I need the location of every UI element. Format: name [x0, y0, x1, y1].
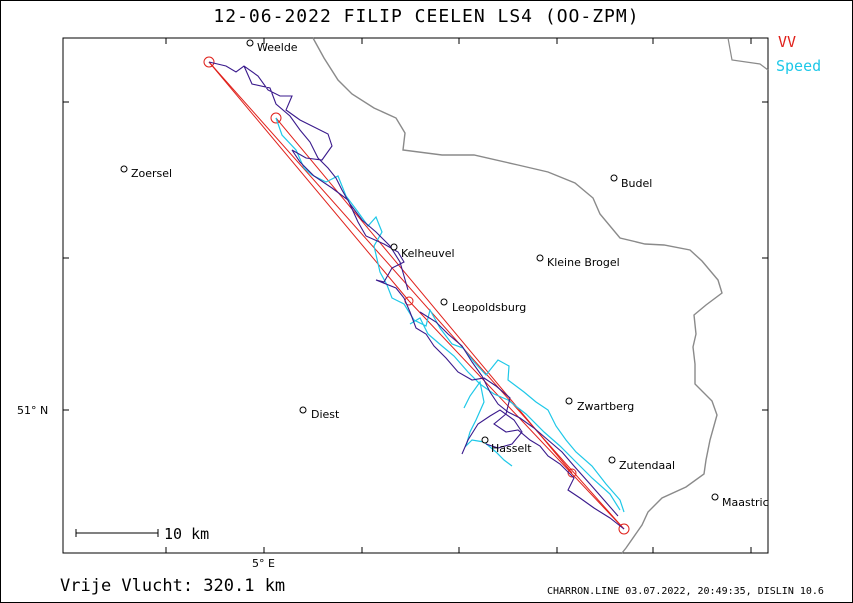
plot-box: [62, 37, 769, 554]
place-weelde: Weelde: [257, 41, 298, 54]
lat-label: 51° N: [17, 404, 48, 417]
task-lines: [208, 61, 625, 530]
axis-ticks: [63, 38, 768, 553]
place-zutendaal: Zutendaal: [619, 459, 675, 472]
speed-track: [275, 117, 625, 513]
place-kelheuvel: Kelheuvel: [401, 247, 455, 260]
legend-vv: VV: [778, 33, 797, 51]
legend-speed: Speed: [776, 57, 822, 75]
country-border-north: [727, 37, 769, 71]
place-labels: Weelde Zoersel Budel Kelheuvel Kleine Br…: [131, 41, 769, 509]
map-title: 12-06-2022 FILIP CEELEN LS4 (OO-ZPM): [213, 6, 640, 27]
place-markers: [120, 39, 719, 501]
place-zwartberg: Zwartberg: [577, 400, 634, 413]
place-leopoldsburg: Leopoldsburg: [452, 301, 526, 314]
place-budel: Budel: [621, 177, 652, 190]
flight-track: [208, 61, 625, 530]
country-border: [312, 37, 723, 554]
place-diest: Diest: [311, 408, 340, 421]
place-kleine-brogel: Kleine Brogel: [547, 256, 620, 269]
distance-label: Vrije Vlucht: 320.1 km: [60, 576, 286, 596]
scale-bar: [75, 529, 159, 537]
turnpoints: [203, 56, 630, 535]
lon-label: 5° E: [252, 557, 275, 570]
place-zoersel: Zoersel: [131, 167, 172, 180]
place-maastricht: Maastric: [722, 496, 769, 509]
place-hasselt: Hasselt: [491, 442, 532, 455]
scale-bar-label: 10 km: [164, 525, 209, 543]
footer-info: CHARRON.LINE 03.07.2022, 20:49:35, DISLI…: [547, 586, 824, 597]
